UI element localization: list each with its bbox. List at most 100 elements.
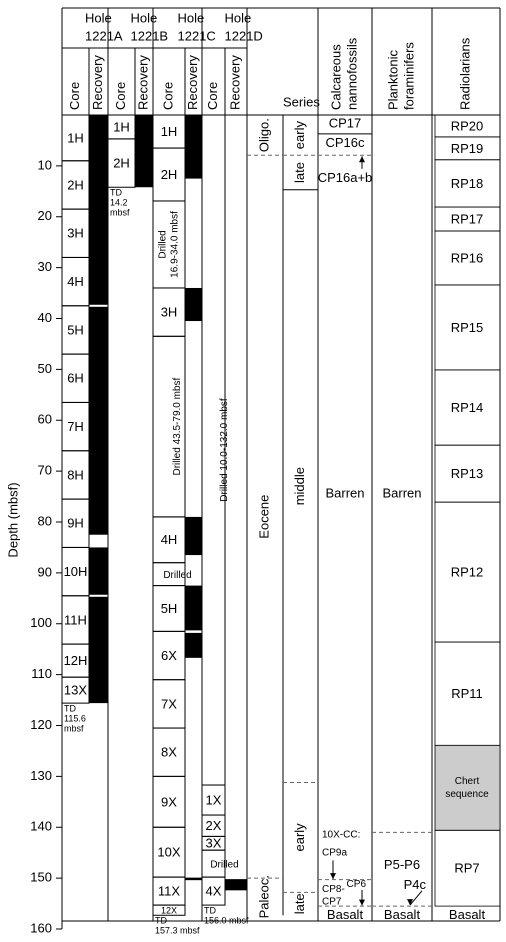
zone-label: RP12	[451, 565, 484, 580]
series-label: early	[292, 823, 307, 852]
core-label: 3H	[67, 226, 84, 241]
series-label: middle	[292, 467, 307, 505]
recovery-bar	[225, 879, 247, 891]
total-depth: TD	[64, 703, 76, 713]
tick-label: 50	[38, 361, 52, 376]
core-label: 3X	[206, 836, 222, 851]
zone-label: RP11	[451, 686, 483, 701]
core-label: 6H	[67, 371, 84, 386]
tick-label: 150	[30, 870, 52, 885]
series-label: late	[292, 893, 307, 914]
core-label: 7X	[161, 696, 177, 711]
zone-label: Basalt	[384, 907, 421, 922]
tick-label: 60	[38, 412, 52, 427]
zone-label: Basalt	[327, 907, 364, 922]
core-header: Core	[113, 82, 128, 110]
arrow-head	[407, 899, 413, 906]
fossil-header: nannofossils	[344, 37, 359, 110]
core-label: 10X	[157, 845, 180, 860]
zone-label: RP16	[451, 250, 484, 265]
core-label: 13X	[64, 683, 87, 698]
tick-label: 160	[30, 920, 52, 935]
tick-label: 100	[30, 615, 52, 630]
fossil-header: Radiolarians	[457, 37, 472, 110]
recovery-bar	[89, 115, 108, 305]
core-label: 6X	[161, 648, 177, 663]
recovery-bar	[185, 585, 202, 631]
zone-label: CP16a+b	[318, 170, 373, 185]
recovery-bar	[89, 306, 108, 535]
tick-label: 110	[31, 666, 52, 681]
core-label: 8H	[67, 467, 84, 482]
radiolarian-zone	[434, 829, 501, 907]
core-label: 16.9-34.0 mbsf	[170, 211, 181, 278]
zone-label: Basalt	[449, 907, 486, 922]
core-label: 4H	[67, 274, 84, 289]
hole-name: 1221A	[85, 28, 123, 43]
core-label: 12H	[64, 653, 88, 668]
recovery-header: Recovery	[135, 55, 150, 110]
zone-label: CP7	[322, 897, 342, 908]
tick-label: 30	[38, 259, 52, 274]
total-depth: mbsf	[110, 208, 130, 218]
core-label: Drilled 43.5-79.0 mbsf	[172, 377, 183, 475]
recovery-bar	[89, 547, 108, 595]
tick-label: 20	[38, 208, 52, 223]
core-label: 2H	[67, 177, 84, 192]
zone-label: sequence	[445, 789, 489, 800]
recovery-bar	[89, 596, 108, 704]
hole-name: 1221C	[178, 28, 216, 43]
core-label: 4H	[161, 532, 178, 547]
core-header: Core	[67, 82, 82, 110]
zone-label: CP16c	[325, 135, 365, 150]
recovery-header: Recovery	[227, 55, 242, 110]
zone-label: 10X-CC:	[322, 830, 360, 841]
zone-label: RP20	[451, 118, 484, 133]
zone-label: Barren	[325, 485, 364, 500]
hole-name: 1221D	[225, 28, 263, 43]
total-depth: 157.3 mbsf	[155, 926, 200, 936]
core-header: Core	[160, 82, 175, 110]
core-label: 1H	[67, 130, 84, 145]
core-label: 10H	[64, 564, 88, 579]
core-label: 12X	[161, 906, 177, 916]
recovery-header: Recovery	[90, 55, 105, 110]
core-label: Drilled	[163, 570, 191, 581]
core-label: 5H	[67, 322, 84, 337]
zone-label: CP9a	[322, 847, 347, 858]
fossil-header: foraminifers	[401, 42, 416, 110]
tick-label: 140	[30, 819, 52, 834]
hole-title: Hole	[85, 10, 112, 25]
zone-arrow	[409, 890, 423, 906]
arrow-head	[359, 899, 365, 906]
core-label: Drilled	[158, 230, 169, 258]
core-interval	[152, 904, 186, 916]
zone-label: RP7	[454, 861, 479, 876]
core-label: 9H	[67, 516, 84, 531]
series-header: Series	[283, 94, 320, 109]
recovery-bar	[185, 632, 202, 658]
recovery-bar	[185, 877, 202, 881]
axis-label: Depth (mbsf)	[5, 482, 20, 557]
zone-label: CP8-	[322, 884, 345, 895]
tick-label: 10	[38, 157, 52, 172]
recovery-bar	[185, 115, 202, 179]
core-label: 3H	[161, 305, 178, 320]
series-label: Paleoc.	[256, 875, 271, 918]
series-label: late	[292, 162, 307, 183]
core-label: 2H	[113, 156, 130, 171]
zone-label: CP17	[329, 116, 362, 131]
zone-label: RP18	[451, 176, 484, 191]
total-depth: TD	[204, 905, 216, 915]
zone-label: RP19	[451, 141, 484, 156]
hole-name: 1221B	[131, 28, 169, 43]
tick-label: 70	[38, 463, 52, 478]
tick-label: 120	[30, 717, 52, 732]
zone-label: Chert	[455, 776, 480, 787]
core-header: Core	[205, 82, 220, 110]
zone-label: RP14	[451, 400, 484, 415]
core-label: 9X	[161, 794, 177, 809]
tick-label: 40	[38, 310, 52, 325]
tick-label: 80	[38, 513, 52, 528]
